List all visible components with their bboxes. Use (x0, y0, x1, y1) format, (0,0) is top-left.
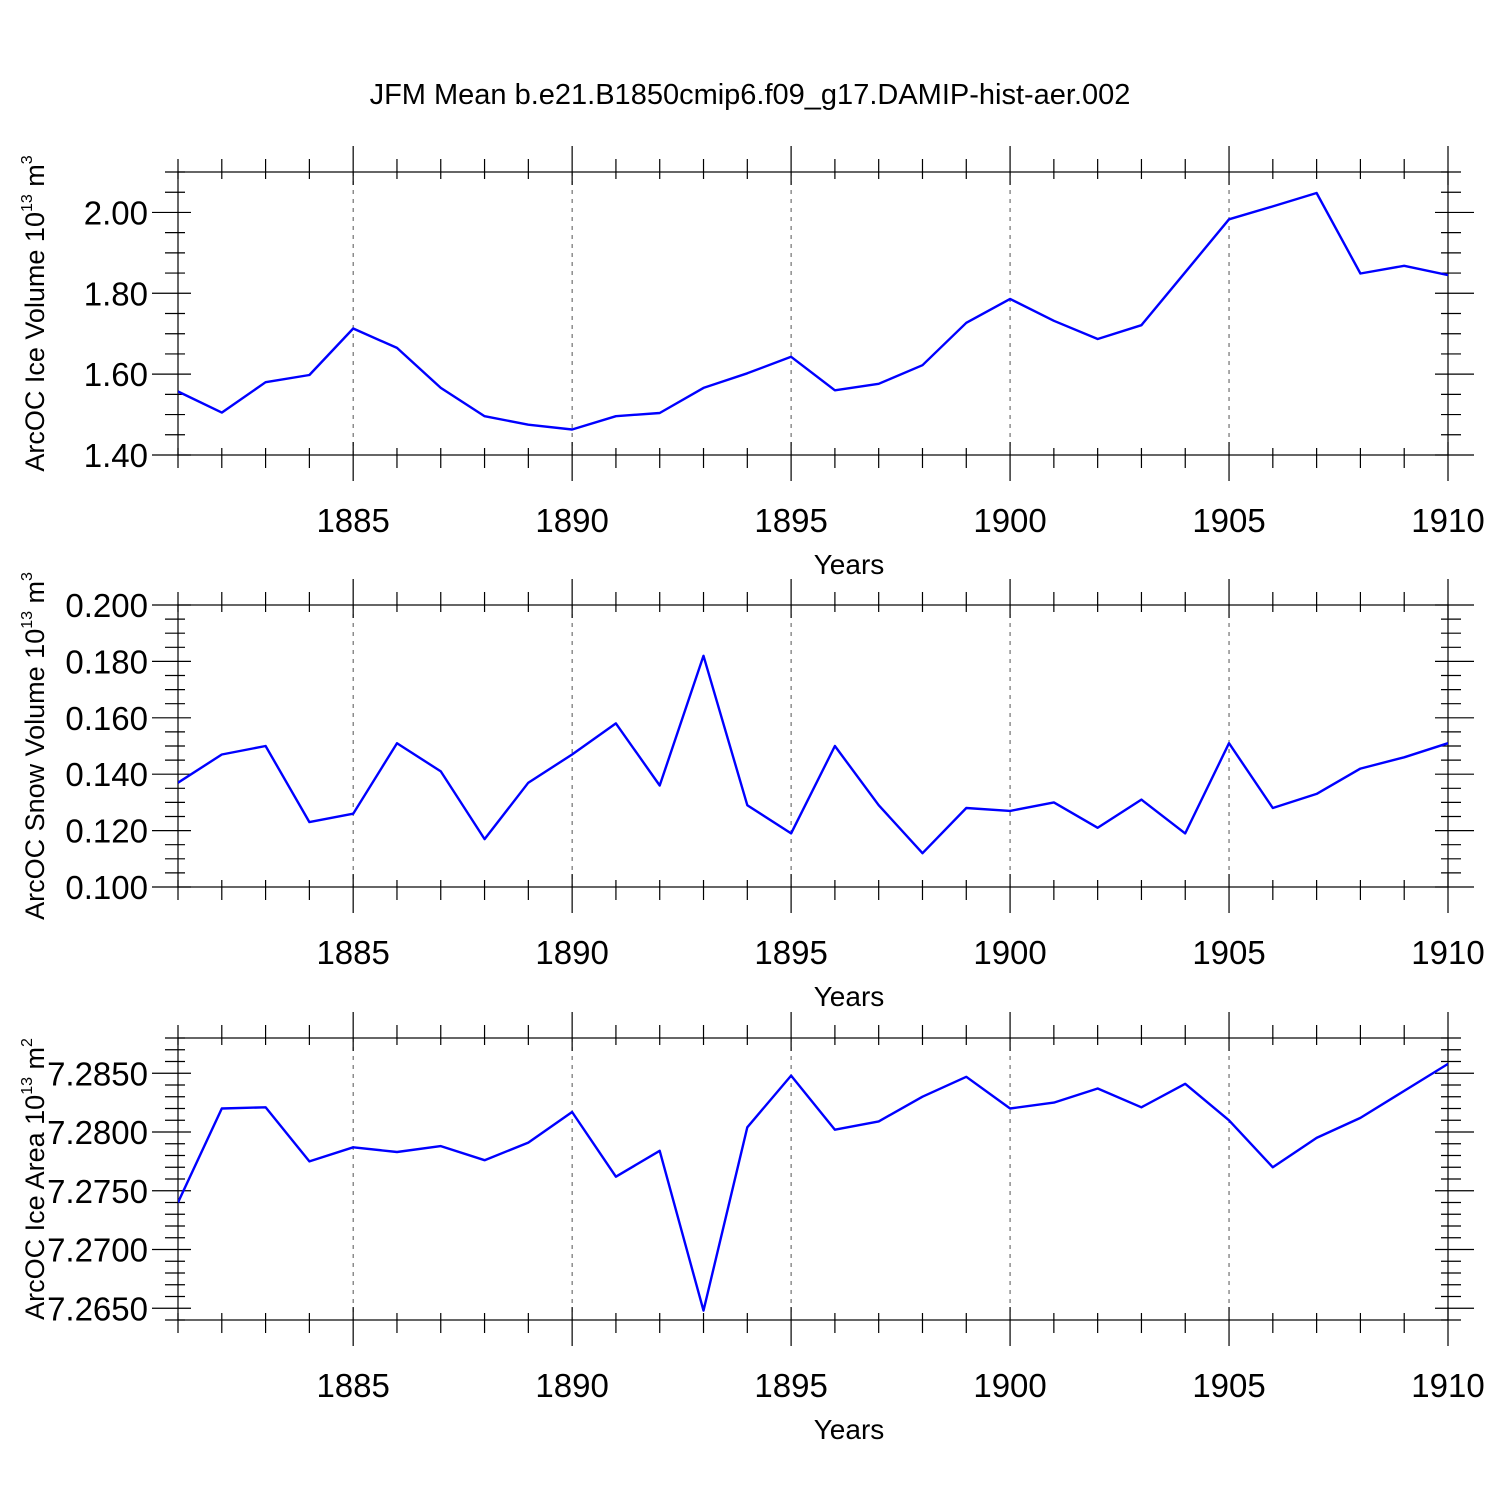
panel-3: 1885 1890 1895 1900 1905 1910 Years 7.2650 7.270… (19, 1012, 1485, 1445)
x-tick-label: 1895 (754, 1367, 827, 1404)
y-axis-label: ArcOC Ice Area 1013 m2 (19, 1038, 50, 1320)
series-line (178, 1062, 1448, 1312)
y-tick-label: 2.00 (84, 194, 148, 231)
y-tick-label: 0.160 (65, 700, 148, 737)
x-axis-label: Years (814, 1414, 885, 1445)
x-tick-label: 1910 (1411, 502, 1484, 539)
y-tick-label: 0.120 (65, 813, 148, 850)
y-tick-label: 1.40 (84, 437, 148, 474)
x-tick-label: 1885 (316, 502, 389, 539)
x-tick-label: 1890 (535, 1367, 608, 1404)
x-axis-label: Years (814, 549, 885, 580)
y-tick-label: 1.80 (84, 275, 148, 312)
y-tick-label: 7.2750 (47, 1173, 148, 1210)
x-tick-label: 1885 (316, 934, 389, 971)
y-tick-label: 0.100 (65, 869, 148, 906)
x-tick-label: 1910 (1411, 1367, 1484, 1404)
x-tick-label: 1905 (1192, 1367, 1265, 1404)
x-tick-label: 1910 (1411, 934, 1484, 971)
y-axis-label: ArcOC Snow Volume 1013 m3 (19, 572, 50, 920)
y-axis-label: ArcOC Ice Volume 1013 m3 (19, 155, 50, 471)
x-tick-label: 1895 (754, 934, 827, 971)
x-tick-label: 1885 (316, 1367, 389, 1404)
y-tick-label: 7.2700 (47, 1232, 148, 1269)
x-tick-label: 1905 (1192, 502, 1265, 539)
chart-title: JFM Mean b.e21.B1850cmip6.f09_g17.DAMIP-… (370, 79, 1131, 111)
x-tick-label: 1905 (1192, 934, 1265, 971)
x-tick-label: 1890 (535, 502, 608, 539)
y-tick-label: 0.180 (65, 643, 148, 680)
y-tick-label: 7.2800 (47, 1114, 148, 1151)
x-axis-label: Years (814, 981, 885, 1012)
y-tick-label: 0.200 (65, 587, 148, 624)
plot-frame (177, 1037, 1449, 1321)
y-tick-label: 7.2850 (47, 1055, 148, 1092)
x-tick-label: 1900 (973, 1367, 1046, 1404)
panel-1: 1885 1890 1895 1900 1905 1910 Years 1.40 1.60 1.8… (19, 146, 1485, 580)
y-tick-label: 7.2650 (47, 1290, 148, 1327)
x-tick-label: 1890 (535, 934, 608, 971)
plot-frame (177, 604, 1449, 888)
panels-container: 1885 1890 1895 1900 1905 1910 Years 1.40 1.60 1.8… (19, 146, 1485, 1445)
panel-2: 1885 1890 1895 1900 1905 1910 Years 0.100 0.120 0… (19, 572, 1485, 1012)
plot-frame (177, 171, 1449, 456)
y-tick-label: 0.140 (65, 756, 148, 793)
series-line (178, 654, 1448, 855)
x-tick-label: 1900 (973, 502, 1046, 539)
y-tick-label: 1.60 (84, 356, 148, 393)
x-tick-label: 1900 (973, 934, 1046, 971)
series-line (178, 191, 1448, 431)
x-tick-label: 1895 (754, 502, 827, 539)
